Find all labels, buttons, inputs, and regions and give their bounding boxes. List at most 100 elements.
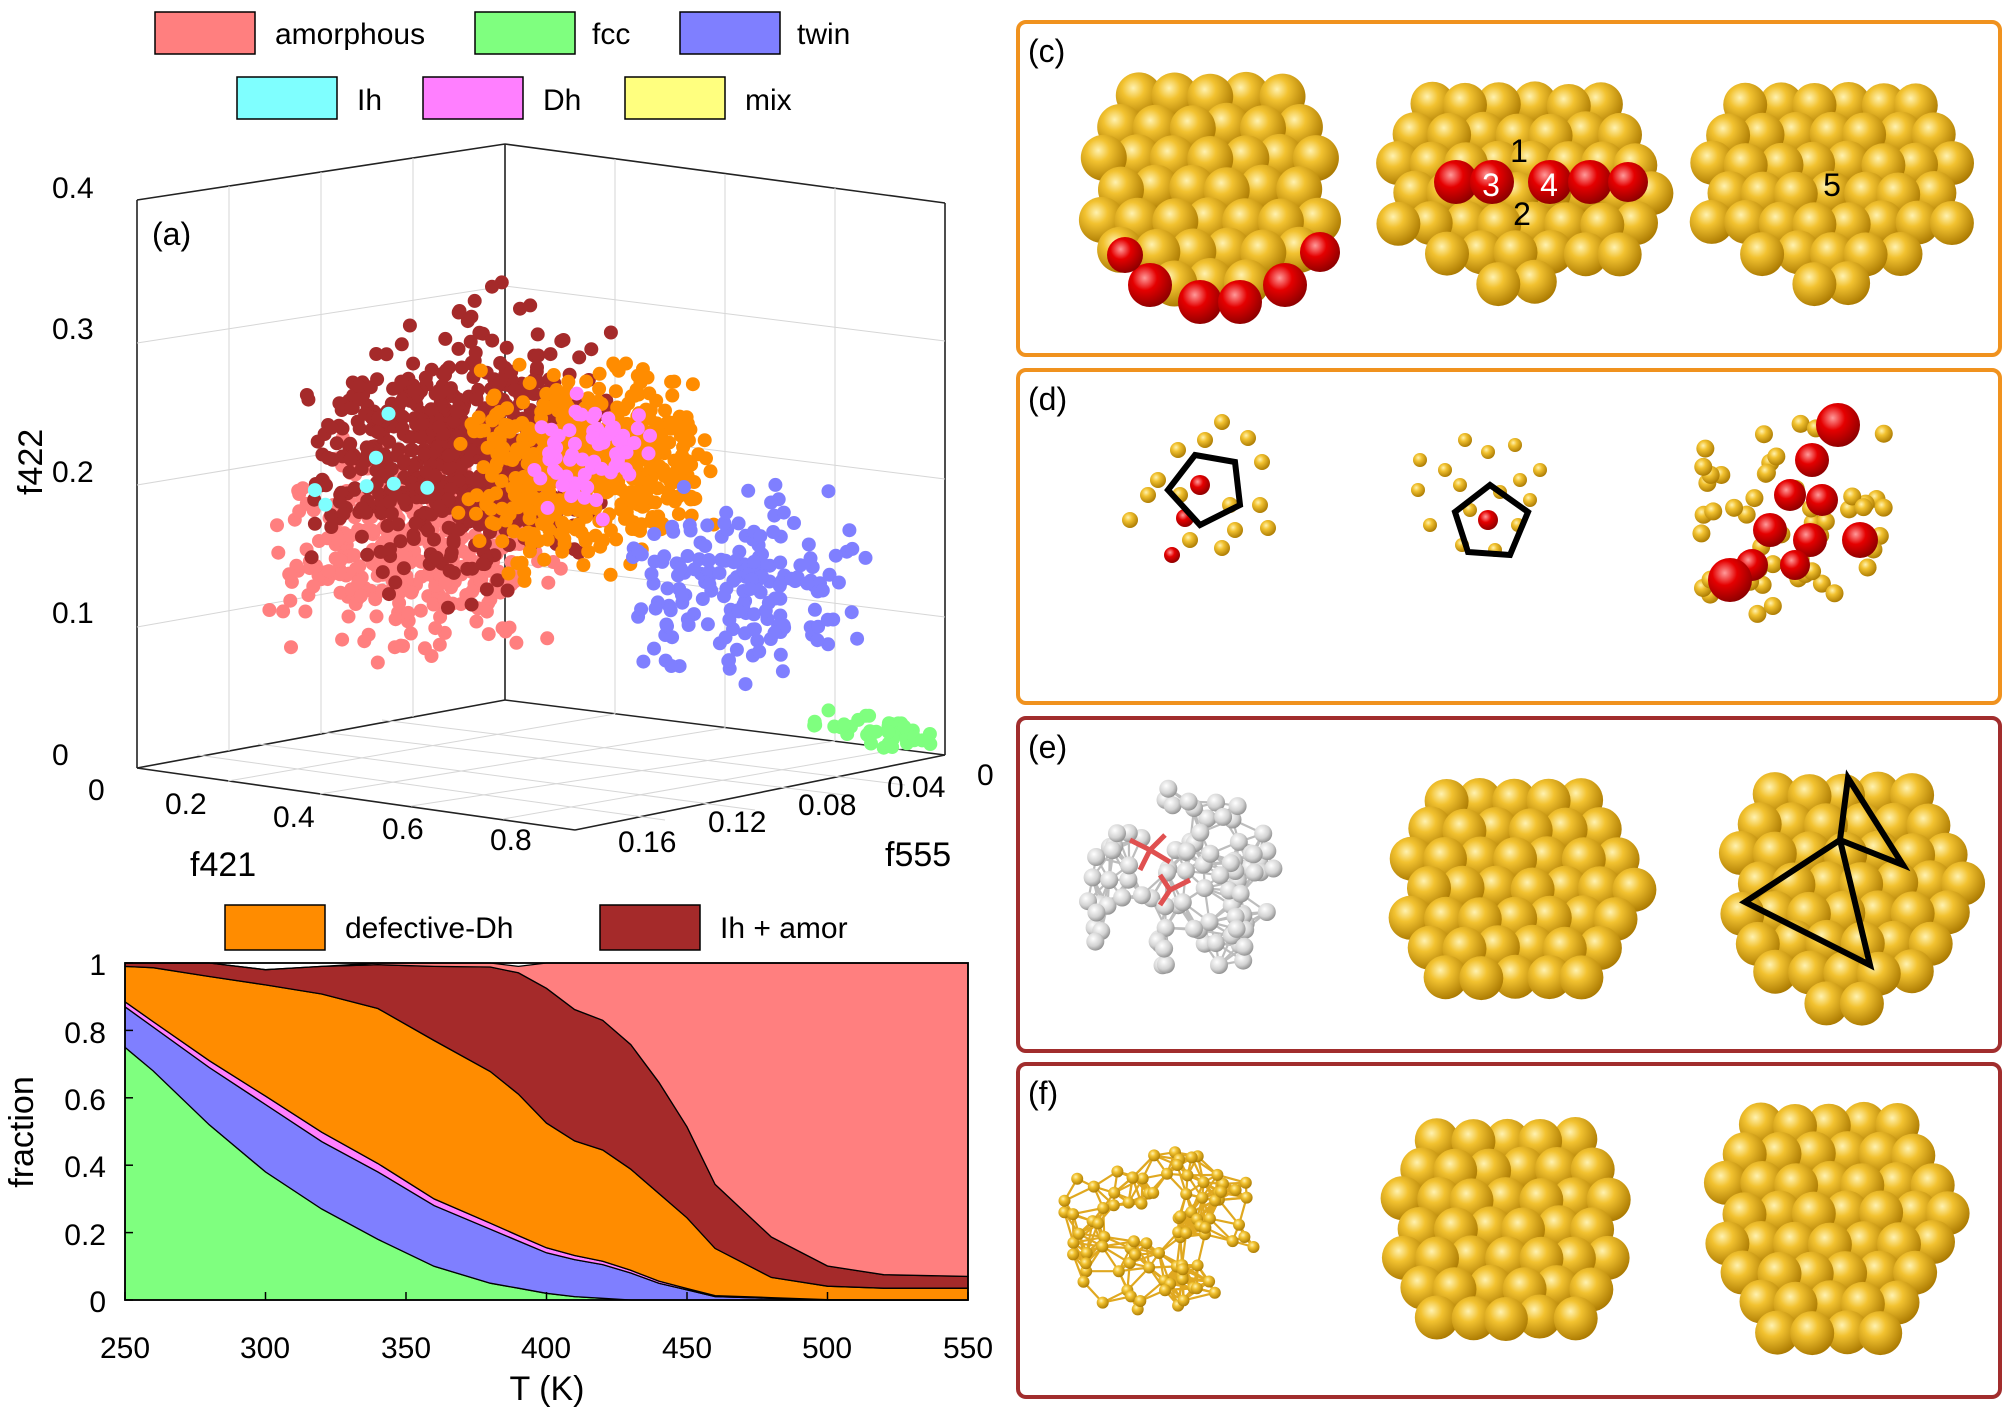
scatter-point [446,533,461,548]
atom-node [1185,919,1203,938]
scatter-point [663,603,678,618]
gold-atom [1227,522,1243,538]
scatter-point [489,407,503,422]
scatter-point [775,664,790,679]
red-atom [1300,232,1340,272]
red-atom [1793,523,1827,557]
atom-node [1159,1284,1171,1297]
x-axis-label: f421 [190,846,256,884]
scatter-point [584,342,599,357]
scatter-point [426,597,441,612]
scatter-point [776,505,791,520]
legend-swatch [422,76,524,120]
x-tick-label: 0.6 [382,813,424,846]
scatter-point [351,379,366,394]
scatter-point [417,447,432,462]
scatter-point [604,422,619,436]
scatter-point [831,575,846,590]
scatter-point [381,406,396,421]
scatter-point [522,544,537,559]
scatter-point [406,532,421,546]
red-atom [1478,510,1498,530]
scatter-point [537,552,552,567]
scatter-points [262,275,938,755]
panel-c: (c) 1 2 3 4 5 [1016,20,2002,357]
atom-node [1229,832,1248,851]
atom-node [1135,1197,1148,1210]
atom-node [1086,932,1105,951]
scatter-point [463,334,478,349]
scatter-point [404,585,419,600]
gold-atom [1804,981,1849,1026]
scatter-point [729,642,744,657]
atom-node [1159,779,1178,798]
scatter-point [546,368,561,382]
scatter-point [320,531,335,546]
atom-node [1071,1172,1084,1185]
scatter-point [354,529,369,544]
atom-node [1200,913,1219,931]
atom-node [1196,1191,1209,1204]
gold-atom [1694,457,1713,476]
scatter-point [589,493,604,507]
scatter-point [485,279,499,294]
scatter-point [451,305,466,320]
scatter-point [475,557,490,571]
gold-atom [1757,463,1776,482]
legend-label: Ih [357,84,382,117]
atom-node [1120,856,1139,875]
gold-atom [1745,489,1764,508]
atom-node [1087,848,1106,866]
scatter-point [820,612,835,627]
scatter-point [665,519,680,534]
scatter-point [396,454,411,469]
atom-node [1103,841,1122,860]
atom-node [1097,1202,1110,1214]
scatter-point [472,325,487,340]
scatter-point [540,500,555,515]
atom-node [1203,1275,1216,1288]
scatter-point [773,647,788,662]
scatter-point [650,481,665,496]
scatter-point [306,579,321,594]
gold-atom [1874,424,1893,443]
red-atom [1842,522,1878,558]
scatter-point [429,550,444,565]
scatter-point [479,604,494,619]
x-axis-label: T (K) [510,1370,585,1408]
atom-node [1100,871,1119,889]
atom-node [1108,1186,1121,1199]
y-tick-label: 0.2 [64,1219,106,1252]
scatter-point [369,347,384,361]
scatter-point [665,388,680,403]
scatter-point [438,368,452,382]
scatter-point [522,376,537,391]
atom-node [1171,1159,1184,1171]
panel-label-d: (d) [1028,381,1067,417]
atom-node [1185,1151,1198,1164]
legend-label: defective-Dh [345,912,513,945]
red-atom [1128,263,1172,307]
scatter-point [476,460,491,475]
scatter-point [700,617,715,632]
scatter-point [549,392,563,407]
scatter-point [671,507,686,522]
y-tick-label: 0 [89,1286,106,1319]
scatter-point [801,537,816,552]
scatter-point [472,534,487,548]
scatter-point [498,513,513,528]
gold-atom [1254,454,1270,470]
scatter-point [479,582,494,597]
scatter-point [753,529,768,544]
site-label: 5 [1823,167,1841,203]
scatter-point [428,468,443,483]
legend-item-amorphous: amorphous [154,11,425,55]
gold-atom [1214,540,1230,556]
legend-label: fcc [592,18,630,51]
scatter-point [452,473,466,488]
scatter-point [347,481,362,496]
red-atom [1470,160,1514,204]
y-axis-line [574,754,946,831]
y-tick-label: 0.04 [887,771,945,804]
scatter-point [347,548,361,563]
